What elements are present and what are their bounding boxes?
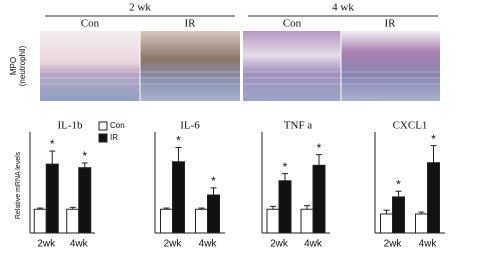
legend-swatch [98,121,108,131]
legend-label: IR [110,133,118,142]
legend-label: Con [110,121,125,130]
histology-image [140,31,240,101]
bar [415,213,428,234]
row-label: MPO(neutrophil) [9,45,27,86]
significance: * [50,137,55,151]
bar [266,208,280,234]
y-axis-label: Relative mRNA levels [15,151,22,219]
bar [172,161,185,234]
bar [392,196,405,234]
significance: * [317,141,322,155]
group-title: 4 wk [332,2,354,14]
bar [300,208,314,234]
chart-title: CXCL1 [393,120,428,132]
x-tick-label: 2wk [164,239,183,250]
bar [312,164,326,234]
bar [207,194,220,234]
x-tick-label: 4wk [419,239,438,250]
significance: * [396,177,401,191]
chart-title: IL-6 [180,120,200,132]
bar [78,167,92,234]
histology-image [40,31,140,101]
histology-image [341,31,440,101]
bar [33,208,47,234]
significance: * [82,149,87,163]
x-tick-label: 2wk [37,239,56,250]
bar [66,208,80,234]
significance: * [431,132,436,146]
significance: * [211,174,216,188]
x-tick-label: 4wk [70,239,89,250]
bar [160,208,173,234]
panel-label: IR [385,18,397,30]
x-tick-label: 2wk [270,239,289,250]
significance: * [176,134,181,148]
bar [427,162,440,234]
histology-image [243,31,341,101]
panel-label: Con [283,18,302,30]
group-title: 2 wk [129,2,151,14]
panel-label: Con [81,18,100,30]
chart-title: TNF a [284,120,313,132]
significance: * [283,160,288,174]
bar [195,208,208,234]
chart-title: IL-1b [57,120,83,132]
panel-label: IR [185,18,197,30]
bar [380,213,393,234]
image-texture [40,71,440,85]
bar [278,180,292,234]
bar [45,163,59,234]
legend-swatch [98,133,108,143]
x-tick-label: 2wk [384,239,403,250]
x-tick-label: 4wk [199,239,218,250]
x-tick-label: 4wk [304,239,323,250]
